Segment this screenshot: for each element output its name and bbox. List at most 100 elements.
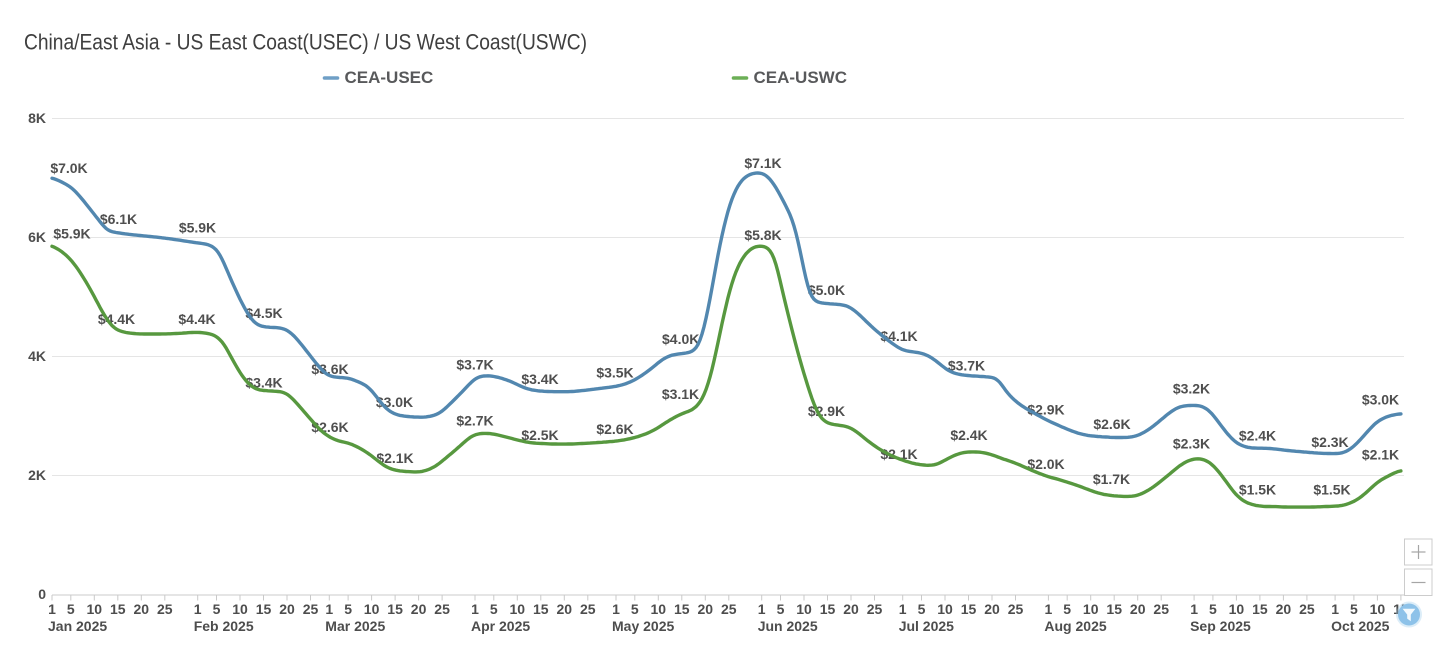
svg-text:15: 15 [110,601,126,617]
svg-text:1: 1 [1190,601,1198,617]
svg-text:25: 25 [721,601,737,617]
svg-text:$2.4K: $2.4K [1239,428,1276,444]
svg-text:25: 25 [580,601,596,617]
svg-text:0: 0 [38,586,46,602]
svg-text:10: 10 [796,601,812,617]
svg-text:$3.2K: $3.2K [1173,381,1210,397]
svg-text:25: 25 [1299,601,1315,617]
svg-text:5: 5 [67,601,75,617]
svg-text:25: 25 [303,601,319,617]
svg-text:$3.7K: $3.7K [948,358,985,374]
svg-text:CEA-USEC: CEA-USEC [345,68,434,87]
svg-text:2K: 2K [28,467,46,483]
svg-text:1: 1 [48,601,56,617]
svg-text:20: 20 [557,601,573,617]
svg-text:$3.1K: $3.1K [662,386,699,402]
svg-text:$3.6K: $3.6K [311,361,348,377]
svg-text:15: 15 [1252,601,1268,617]
svg-text:15: 15 [533,601,549,617]
svg-text:1: 1 [612,601,620,617]
svg-text:$7.0K: $7.0K [50,160,87,176]
svg-text:10: 10 [1229,601,1245,617]
svg-text:5: 5 [1209,601,1217,617]
svg-text:$2.5K: $2.5K [521,427,558,443]
svg-text:1: 1 [899,601,907,617]
svg-text:10: 10 [364,601,380,617]
svg-text:10: 10 [1083,601,1099,617]
svg-text:China/East Asia - US East Coas: China/East Asia - US East Coast(USEC) / … [24,30,587,55]
svg-text:25: 25 [157,601,173,617]
svg-text:$2.4K: $2.4K [950,427,987,443]
svg-text:25: 25 [1008,601,1024,617]
svg-text:5: 5 [777,601,785,617]
svg-text:5: 5 [1063,601,1071,617]
svg-text:$7.1K: $7.1K [744,155,781,171]
svg-text:$2.0K: $2.0K [1027,456,1064,472]
svg-text:$5.8K: $5.8K [744,227,781,243]
svg-text:20: 20 [279,601,295,617]
svg-text:5: 5 [631,601,639,617]
svg-text:25: 25 [867,601,883,617]
svg-text:20: 20 [698,601,714,617]
svg-text:$3.5K: $3.5K [596,365,633,381]
svg-text:$3.4K: $3.4K [245,375,282,391]
svg-text:$2.1K: $2.1K [1362,447,1399,463]
svg-text:$1.5K: $1.5K [1239,482,1276,498]
svg-text:$2.9K: $2.9K [808,403,845,419]
svg-text:20: 20 [1130,601,1146,617]
svg-text:1: 1 [1045,601,1053,617]
svg-text:$2.6K: $2.6K [1093,416,1130,432]
svg-text:5: 5 [213,601,221,617]
svg-text:1: 1 [758,601,766,617]
svg-text:Oct 2025: Oct 2025 [1331,618,1390,634]
svg-text:20: 20 [411,601,427,617]
svg-text:4K: 4K [28,348,46,364]
svg-text:5: 5 [1350,601,1358,617]
svg-text:1: 1 [471,601,479,617]
svg-text:10: 10 [510,601,526,617]
svg-text:$4.4K: $4.4K [98,311,135,327]
svg-text:Jan 2025: Jan 2025 [48,618,107,634]
svg-text:10: 10 [232,601,248,617]
svg-text:$4.4K: $4.4K [178,311,215,327]
svg-text:$3.7K: $3.7K [456,357,493,373]
svg-text:$2.9K: $2.9K [1027,402,1064,418]
svg-text:$5.9K: $5.9K [179,220,216,236]
svg-text:20: 20 [134,601,150,617]
svg-text:10: 10 [87,601,103,617]
svg-text:1: 1 [1331,601,1339,617]
svg-text:20: 20 [843,601,859,617]
svg-text:$6.1K: $6.1K [100,211,137,227]
svg-text:$1.7K: $1.7K [1093,471,1130,487]
svg-text:May 2025: May 2025 [612,618,674,634]
svg-text:20: 20 [1276,601,1292,617]
svg-text:$2.3K: $2.3K [1173,436,1210,452]
svg-text:15: 15 [256,601,272,617]
svg-text:10: 10 [1370,601,1386,617]
svg-text:Mar 2025: Mar 2025 [325,618,385,634]
svg-text:$4.1K: $4.1K [880,328,917,344]
svg-text:$2.6K: $2.6K [596,421,633,437]
svg-text:25: 25 [434,601,450,617]
svg-text:Apr 2025: Apr 2025 [471,618,530,634]
svg-text:$4.5K: $4.5K [245,305,282,321]
svg-text:$3.0K: $3.0K [1362,392,1399,408]
svg-text:Sep 2025: Sep 2025 [1190,618,1251,634]
svg-text:$4.0K: $4.0K [662,331,699,347]
svg-text:CEA-USWC: CEA-USWC [754,68,848,87]
svg-text:$2.7K: $2.7K [456,413,493,429]
svg-text:$3.4K: $3.4K [521,371,558,387]
svg-text:$1.5K: $1.5K [1313,482,1350,498]
svg-text:5: 5 [490,601,498,617]
svg-text:$2.1K: $2.1K [880,446,917,462]
svg-text:20: 20 [984,601,1000,617]
svg-text:$5.0K: $5.0K [808,282,845,298]
svg-text:1: 1 [194,601,202,617]
svg-text:Jul 2025: Jul 2025 [899,618,954,634]
svg-text:10: 10 [937,601,953,617]
svg-text:15: 15 [820,601,836,617]
svg-text:10: 10 [651,601,667,617]
svg-text:5: 5 [918,601,926,617]
svg-text:25: 25 [1153,601,1169,617]
svg-text:$2.1K: $2.1K [376,450,413,466]
